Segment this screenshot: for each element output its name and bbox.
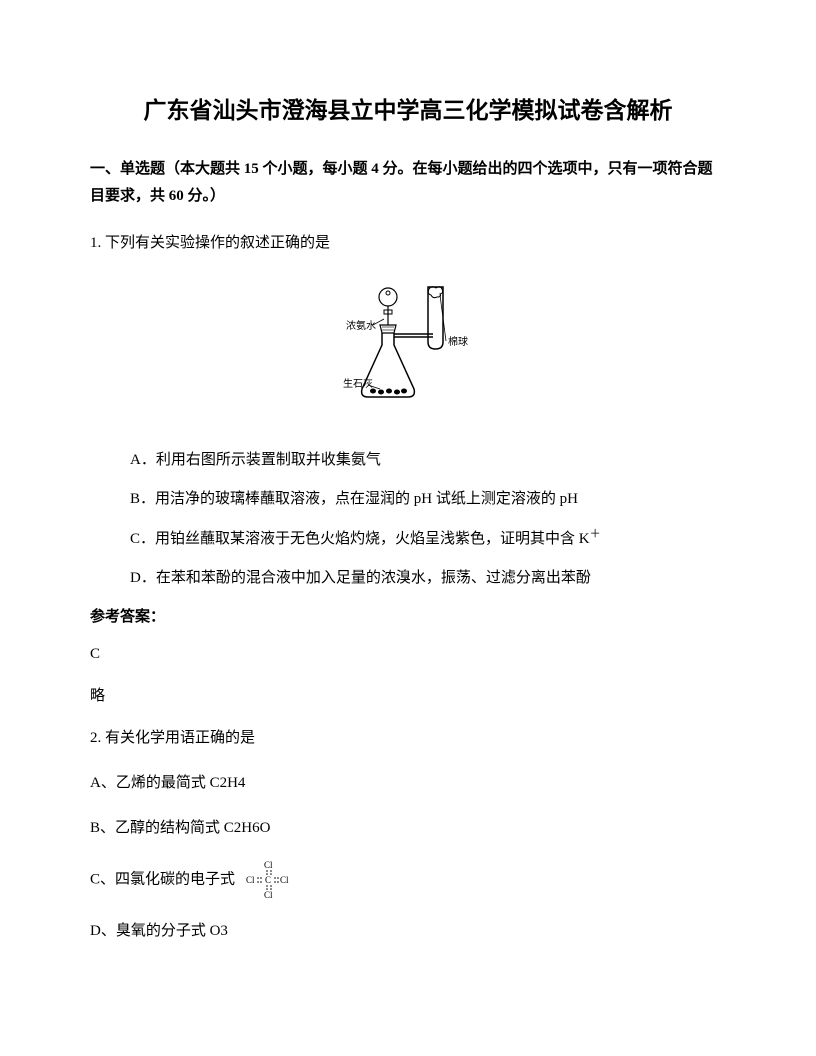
label-ammonia: 浓氨水 (346, 319, 376, 332)
question-1-stem: 1. 下列有关实验操作的叙述正确的是 (90, 230, 726, 257)
q1-answer-label: 参考答案： (90, 604, 726, 631)
q2-option-c-text: C、四氯化碳的电子式 (90, 872, 235, 888)
exam-title: 广东省汕头市澄海县立中学高三化学模拟试卷含解析 (90, 90, 726, 131)
q1-option-c-sup: ＋ (590, 528, 601, 540)
q2-option-b: B、乙醇的结构简式 C2H6O (90, 815, 726, 842)
q2-option-d: D、臭氧的分子式 O3 (90, 918, 726, 945)
label-cotton: 棉球 (448, 335, 468, 348)
q1-option-a: A．利用右图所示装置制取并收集氨气 (130, 447, 726, 474)
svg-text:Cl: Cl (264, 890, 273, 900)
svg-text:Cl: Cl (246, 875, 255, 885)
ccl4-electron-formula: Cl Cl C Cl Cl (244, 860, 294, 900)
svg-text:C: C (265, 875, 271, 885)
q1-option-c: C．用铂丝蘸取某溶液于无色火焰灼烧，火焰呈浅紫色，证明其中含 K＋ (130, 525, 726, 553)
q1-answer: C (90, 641, 726, 668)
q1-diagram-container: 浓氨水 生石灰 棉球 (90, 277, 726, 417)
section-header: 一、单选题（本大题共 15 个小题，每小题 4 分。在每小题给出的四个选项中，只… (90, 156, 726, 210)
svg-text:Cl: Cl (280, 875, 289, 885)
q2-option-c: C、四氯化碳的电子式 Cl Cl C Cl Cl (90, 860, 726, 900)
q1-brief: 略 (90, 683, 726, 710)
q1-option-d: D．在苯和苯酚的混合液中加入足量的浓溴水，振荡、过滤分离出苯酚 (130, 565, 726, 592)
q1-option-b: B．用洁净的玻璃棒蘸取溶液，点在湿润的 pH 试纸上测定溶液的 pH (130, 486, 726, 513)
svg-text:Cl: Cl (264, 860, 273, 870)
q2-option-a: A、乙烯的最简式 C2H4 (90, 770, 726, 797)
label-lime: 生石灰 (343, 377, 373, 390)
q1-option-c-text: C．用铂丝蘸取某溶液于无色火焰灼烧，火焰呈浅紫色，证明其中含 K (130, 531, 590, 547)
question-2-stem: 2. 有关化学用语正确的是 (90, 725, 726, 752)
q1-apparatus-diagram: 浓氨水 生石灰 棉球 (338, 277, 478, 417)
